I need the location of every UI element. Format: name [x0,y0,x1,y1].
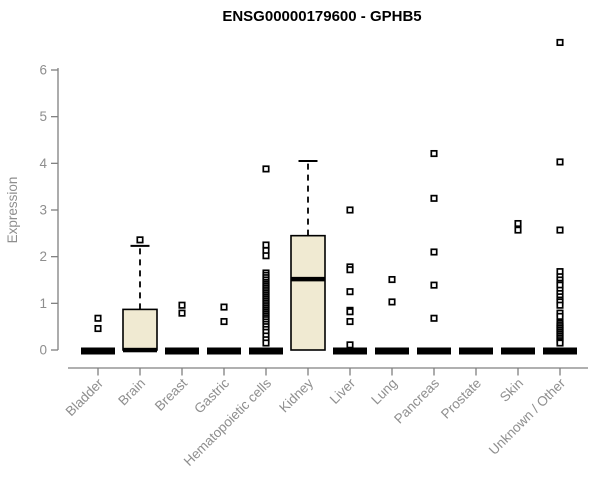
collapsed-box [249,347,283,355]
x-category-label: Prostate [438,376,484,422]
outlier-point [388,298,396,306]
collapsed-box [543,347,577,355]
outlier-point [178,309,186,317]
outlier-point [556,158,564,166]
plot-area: 0 1 2 3 4 5 6 Bladder Brain Breast GastricHematopo… [39,38,588,469]
collapsed-box [207,347,241,355]
outlier-point [346,308,354,316]
x-category-label: Bladder [63,375,107,419]
outlier-point [514,226,522,234]
outlier-point [556,339,564,347]
y-tick-label: 0 [39,343,47,358]
y-axis-label: Expression [5,177,20,244]
boxplot-gastric [207,303,241,355]
x-category-label: Breast [152,375,190,413]
boxplot-liver [333,206,367,355]
collapsed-box [501,347,535,355]
outlier-point [346,288,354,296]
outlier-point [178,301,186,309]
collapsed-box [459,347,493,355]
x-category-label: Brain [115,376,148,409]
outlier-point [556,38,564,47]
y-axis-ticks: 0 1 2 3 4 5 6 [39,63,58,358]
boxplot-skin [501,219,535,355]
outlier-point [262,252,270,260]
boxplot-hematopoietic-cells [249,165,283,355]
outlier-point [388,275,396,284]
outlier-point [262,339,270,347]
outlier-point [220,317,228,326]
collapsed-box [333,347,367,355]
x-category-label: Pancreas [391,375,442,426]
outlier-point [94,324,102,333]
boxplot-bladder [81,314,115,355]
outlier-point [430,149,438,158]
outlier-point [556,226,564,234]
collapsed-box [165,347,199,355]
outlier-point [346,206,354,214]
outlier-point [430,314,438,322]
boxplot-lung [375,275,409,355]
outlier-point [430,194,438,202]
outlier-point [556,301,564,309]
outlier-point [430,248,438,256]
outlier-point [94,314,102,322]
y-tick-label: 5 [39,109,47,124]
outlier-point [346,266,354,274]
chart-title: ENSG00000179600 - GPHB5 [222,8,421,25]
boxplot-unknown-other [543,38,577,355]
outlier-point [346,317,354,326]
x-category-label: Unknown / Other [486,375,569,458]
x-category-label: Kidney [276,375,316,415]
outlier-point [514,219,522,228]
outlier-point [262,241,270,249]
box [290,234,326,351]
y-tick-label: 4 [39,156,47,171]
collapsed-box [375,347,409,355]
median-line [123,347,157,353]
y-tick-label: 3 [39,203,47,218]
outlier-point [262,165,270,173]
boxplot-brain [122,236,158,353]
outlier-point [220,303,228,311]
box [122,308,158,351]
outlier-point [136,236,144,244]
x-category-label: Gastric [191,375,232,416]
collapsed-box [417,347,451,355]
outlier-point [346,341,354,349]
x-category-label: Liver [327,375,359,407]
boxplot-kidney [290,160,326,351]
x-category-label: Lung [368,376,400,408]
collapsed-box [81,347,115,355]
y-tick-label: 1 [39,296,47,311]
boxplot-breast [165,301,199,355]
boxplot-pancreas [417,149,451,355]
x-category-label: Skin [497,376,526,405]
outlier-point [556,312,564,320]
outlier-point [430,281,438,289]
median-line [291,276,325,282]
y-tick-label: 6 [39,63,47,78]
y-tick-label: 2 [39,249,47,264]
boxplot-prostate [459,347,493,355]
